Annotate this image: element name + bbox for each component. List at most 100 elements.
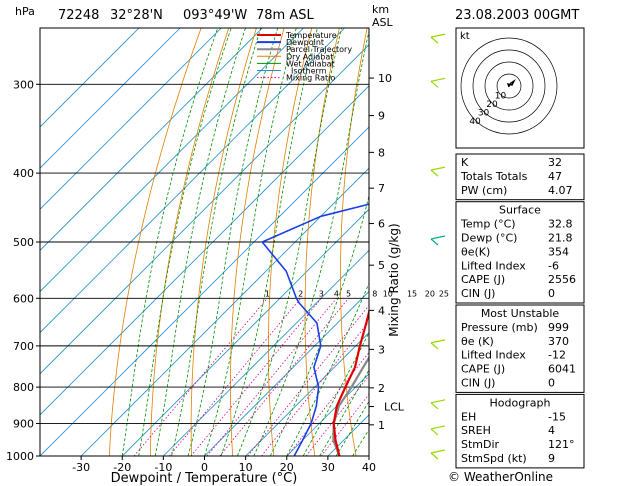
dry-adiabat-line: [304, 28, 340, 456]
wet-adiabat-line: [319, 369, 369, 456]
index-label: Pressure (mb): [461, 321, 538, 334]
index-label: Lifted Index: [461, 259, 526, 272]
wet-adiabat-line: [171, 28, 262, 456]
dewpoint-line: [261, 203, 369, 456]
index-label: Lifted Index: [461, 349, 526, 362]
dry-adiabats: [108, 28, 368, 456]
wind-barb-staff: [430, 238, 439, 246]
wet-adiabat-line: [121, 28, 219, 456]
isotherm-line: [40, 28, 140, 128]
mixing-ratio-label: 20: [425, 289, 435, 298]
hodograph-ring: [460, 37, 558, 135]
indices-table: [455, 304, 585, 393]
index-label: Temp (°C): [460, 218, 516, 231]
hodograph-ring-label: 20: [486, 100, 498, 110]
legend-label: Parcel Trajectory: [286, 45, 352, 54]
index-label: K: [461, 156, 469, 169]
wind-barb-staff: [430, 342, 439, 350]
isotherm-line: [40, 28, 222, 210]
isotherm-line: [40, 28, 181, 169]
hodograph-ring: [472, 49, 546, 123]
hodograph-trace: [506, 78, 516, 88]
dry-adiabat-line: [190, 28, 257, 456]
pressure-tick-label: 800: [13, 381, 34, 394]
km-tick-label: 4: [378, 304, 385, 317]
km-tick-label: 10: [378, 72, 392, 85]
dry-adiabat-line: [229, 28, 285, 456]
x-tick-label: 20: [280, 461, 294, 474]
copyright: © WeatherOnline: [448, 470, 553, 484]
km-tick-label: 6: [378, 218, 385, 231]
x-tick-label: 30: [321, 461, 335, 474]
table-title: Hodograph: [490, 396, 551, 409]
wet-adiabat-line: [302, 331, 369, 456]
pressure-tick-label: 600: [13, 292, 34, 305]
indices-table: [455, 201, 585, 304]
wet-adiabat-line: [187, 28, 279, 456]
wind-barb-flag: [430, 33, 446, 38]
table-title: Most Unstable: [481, 307, 560, 320]
hodograph-ring: [484, 61, 534, 111]
index-label: CIN (J): [461, 287, 495, 300]
station-lon: 093°49'W: [183, 8, 247, 23]
isotherm-line: [286, 373, 369, 456]
km-tick-label: 3: [378, 343, 385, 356]
km-tick-label: 2: [378, 382, 385, 395]
index-value: 0: [548, 287, 555, 300]
x-tick-label: -10: [154, 461, 172, 474]
index-value: 0: [548, 377, 555, 390]
index-value: 9: [548, 452, 555, 465]
isotherm-line: [245, 332, 369, 456]
wind-barb-flag: [430, 77, 446, 82]
station-elev: 78m ASL: [256, 8, 314, 23]
x-tick-label: 40: [362, 461, 376, 474]
index-label: θe (K): [461, 335, 494, 348]
index-value: 47: [548, 170, 562, 183]
hodograph-ring: [496, 73, 522, 99]
index-value: 6041: [548, 363, 576, 376]
wet-adiabats: [121, 28, 369, 456]
legend-label: Dewpoint: [286, 38, 324, 47]
wind-barb-flag: [430, 399, 446, 404]
wind-barb-staff: [430, 428, 439, 436]
index-label: Totals Totals: [460, 170, 528, 183]
x-tick-label: 10: [239, 461, 253, 474]
index-label: PW (cm): [461, 184, 507, 197]
mixing-ratio-line: [206, 298, 337, 456]
wind-barb-flag: [430, 449, 446, 454]
dry-adiabat-line: [108, 28, 202, 456]
table-title: Surface: [499, 204, 541, 217]
x-axis-label: Dewpoint / Temperature (°C): [111, 471, 298, 486]
index-value: 21.8: [548, 232, 573, 245]
legend-label: Wet Adiabat: [286, 59, 335, 68]
x-tick-label: 0: [201, 461, 208, 474]
wind-barb-flag: [430, 235, 446, 240]
hodograph-ring-label: 30: [478, 108, 490, 118]
indices-table: [455, 153, 585, 201]
mixing-ratio-label: 4: [334, 289, 339, 298]
legend-label: Temperature: [285, 31, 337, 40]
index-value: 4.07: [548, 184, 573, 197]
index-value: -12: [548, 349, 566, 362]
hodograph-ring-label: 10: [495, 91, 507, 101]
wind-barb-staff: [430, 452, 439, 460]
wet-adiabat-line: [154, 28, 246, 456]
datetime: 23.08.2003 00GMT: [455, 8, 579, 23]
hodograph-unit: kt: [460, 31, 470, 42]
x-tick-label: -30: [72, 461, 90, 474]
x-axis-ticks: -30 -20 -10 0 10 20 30 40: [72, 456, 376, 474]
mixing-ratio-labels: 1 2 3 4 5 8 10 15 20 25: [265, 289, 449, 298]
wet-adiabat-line: [138, 28, 232, 456]
index-label: EH: [461, 410, 476, 423]
wind-barb-flag: [430, 166, 446, 171]
index-label: StmDir: [461, 438, 500, 451]
index-label: SREH: [461, 424, 491, 437]
pressure-tick-label: 400: [13, 167, 34, 180]
wet-adiabat-line: [204, 28, 297, 456]
dry-adiabat-line: [339, 28, 368, 456]
wind-barb-staff: [430, 80, 439, 88]
index-value: 4: [548, 424, 555, 437]
